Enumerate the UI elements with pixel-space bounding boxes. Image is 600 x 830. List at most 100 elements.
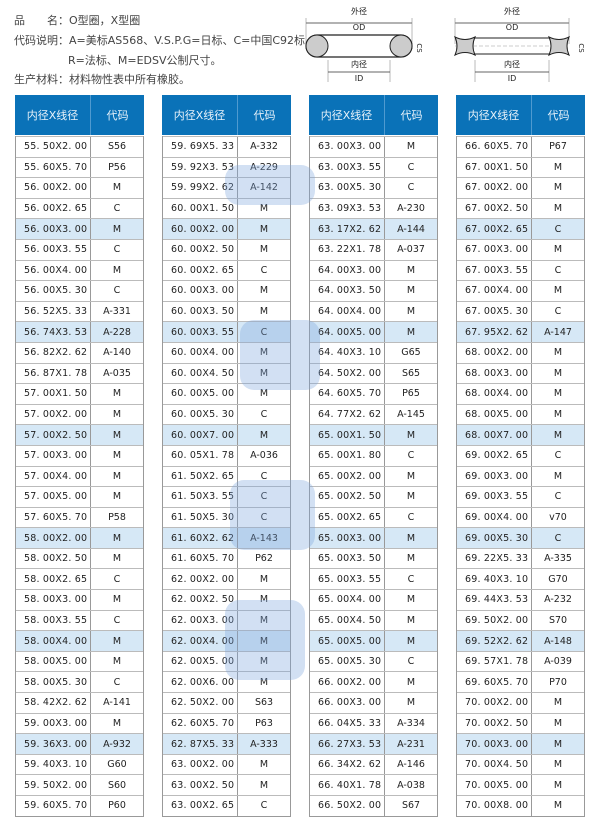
table-row: 57. 60X5. 70 P58 [16,506,143,528]
size-cell: 66. 27X3. 53 [310,734,385,754]
code-cell: M [406,491,416,503]
code-cell: M [406,264,416,276]
table-row: 64. 60X5. 70 P65 [310,383,437,404]
table-row: 63. 00X3. 55 C [310,156,437,178]
table-row: 55. 60X5. 70 P56 [16,156,143,178]
size-cell: 69. 52X2. 62 [457,631,532,651]
table-row: 67. 95X2. 62 A-147 [457,321,584,342]
size-cell: 62. 87X5. 33 [163,734,238,754]
id-label: ID [508,74,517,83]
code-cell: M [259,614,269,626]
table-row: 56. 00X3. 00 M [16,218,143,239]
table-row: 62. 00X4. 00 M [163,630,290,651]
size-cell: 62. 50X2. 00 [163,693,238,713]
table-row: 67. 00X1. 50 M [457,156,584,178]
table-row: 59. 92X3. 53 A-229 [163,156,290,178]
od-cn-label: 外径 [504,6,520,16]
table-body: 55. 50X2. 00 S56 55. 60X5. 70 P56 56. 00X2. … [15,136,144,817]
table-row: 65. 00X2. 00 M [310,465,437,487]
table-row: 57. 00X3. 00 M [16,444,143,466]
code-cell: C [260,326,268,338]
size-cell: 65. 00X1. 50 [310,425,385,445]
code-header: 代码 [547,109,570,122]
od-label: OD [353,23,365,32]
size-cell: 63. 00X3. 55 [310,157,385,178]
table-row: 59. 60X5. 70 P60 [16,795,143,816]
size-cell: 56. 82X2. 62 [16,342,91,363]
size-cell: 67. 00X4. 00 [457,281,532,301]
size-cell: 60. 00X3. 00 [163,281,238,301]
size-cell: 60. 00X7. 00 [163,425,238,445]
code-cell: P58 [108,511,126,523]
size-cell: 60. 00X3. 50 [163,301,238,322]
table-row: 61. 50X2. 65 C [163,465,290,487]
table-row: 64. 40X3. 10 G65 [310,341,437,363]
size-cell: 67. 00X1. 50 [457,157,532,178]
size-cell: 63. 00X2. 00 [163,754,238,775]
table-row: 56. 00X3. 55 C [16,238,143,260]
size-cell: 58. 00X2. 65 [16,569,91,590]
size-cell: 62. 00X4. 00 [163,631,238,651]
table-row: 56. 00X2. 65 C [16,197,143,219]
code-cell: M [259,779,269,791]
table-row: 69. 57X1. 78 A-039 [457,650,584,672]
table-row: 60. 00X1. 50 M [163,197,290,219]
size-cell: 67. 00X2. 00 [457,178,532,198]
table-row: 69. 00X2. 65 C [457,444,584,466]
code-cell: M [112,264,122,276]
code-cell: M [112,450,122,462]
code-cell: A-035 [103,367,131,379]
table-body: 59. 69X5. 33 A-332 59. 92X3. 53 A-229 59. 99… [162,136,291,817]
size-cell: 64. 50X2. 00 [310,363,385,384]
size-cell: 58. 00X2. 50 [16,548,91,569]
table-row: 70. 00X5. 00 M [457,774,584,795]
size-cell: 66. 04X5. 33 [310,713,385,734]
size-cell: 58. 00X5. 30 [16,672,91,693]
size-cell: 65. 00X5. 30 [310,651,385,672]
size-cell: 60. 00X5. 00 [163,384,238,404]
code-cell: A-038 [397,779,425,791]
code-cell: P56 [108,161,126,173]
code-cell: M [112,223,122,235]
size-cell: 60. 00X4. 50 [163,363,238,384]
code-cell: M [112,553,122,565]
table-row: 66. 60X5. 70 P67 [457,136,584,157]
table-row: 65. 00X2. 65 C [310,506,437,528]
table-row: 69. 44X3. 53 A-232 [457,589,584,610]
size-cell: 57. 00X5. 00 [16,487,91,507]
code-cell: M [112,594,122,606]
size-cell: 69. 57X1. 78 [457,651,532,672]
code-cell: M [406,285,416,297]
size-cell: 64. 60X5. 70 [310,384,385,404]
size-cell: 63. 00X5. 30 [310,178,385,198]
code-cell: P62 [255,553,273,565]
table-row: 56. 87X1. 78 A-035 [16,362,143,384]
table-row: 61. 60X5. 70 P62 [163,547,290,569]
size-cell: 69. 00X3. 00 [457,466,532,487]
size-cell: 65. 00X4. 50 [310,610,385,631]
code-cell: M [553,388,563,400]
table-row: 69. 60X5. 70 P70 [457,671,584,693]
code-cell: C [554,491,562,503]
size-cell: 57. 60X5. 70 [16,507,91,528]
x-ring-diagram: 外径 OD 内径 ID CS [453,6,585,83]
code-cell: M [406,676,416,688]
code-cell: M [259,223,269,235]
code-cell: M [112,532,122,544]
code-cell: M [553,367,563,379]
size-table: 内径X线径 代码 59. 69X5. 33 A-332 59. 92X3. 53 A-22… [162,95,291,817]
size-cell: 65. 00X2. 00 [310,466,385,487]
table-row: 70. 00X2. 00 M [457,692,584,713]
code-cell: C [113,244,121,256]
size-cell: 66. 34X2. 62 [310,754,385,775]
code-header: 代码 [253,109,276,122]
size-table: 内径X线径 代码 63. 00X3. 00 M 63. 00X3. 55 C 63. 00X… [309,95,438,817]
size-cell: 66. 00X2. 00 [310,672,385,693]
size-cell: 69. 60X5. 70 [457,672,532,693]
table-row: 60. 00X3. 55 C [163,321,290,342]
size-header: 内径X线径 [162,95,238,135]
size-cell: 58. 00X5. 00 [16,651,91,672]
code-cell: M [112,635,122,647]
code-cell: v70 [549,511,567,523]
table-row: 65. 00X4. 50 M [310,609,437,631]
